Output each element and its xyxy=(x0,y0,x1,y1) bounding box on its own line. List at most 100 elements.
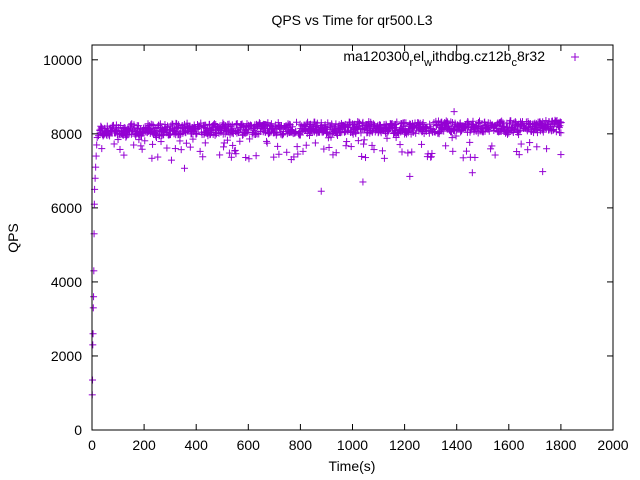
data-point xyxy=(193,129,201,137)
data-point xyxy=(433,122,441,130)
data-point xyxy=(263,137,271,145)
data-point xyxy=(92,163,100,171)
data-point xyxy=(196,147,204,155)
data-point xyxy=(93,141,101,149)
data-point xyxy=(380,154,388,162)
data-point xyxy=(418,140,426,148)
data-point xyxy=(324,119,332,127)
data-point xyxy=(302,141,310,149)
legend-label-part: r xyxy=(410,57,414,69)
data-point xyxy=(383,134,391,142)
data-point xyxy=(293,143,301,151)
x-tick-labels: 0 200 400 600 800 1000 1200 1400 1600 1800 2000 xyxy=(88,437,629,453)
data-point xyxy=(543,145,551,153)
legend: ma120300relwithdbg.cz12bc8r32 xyxy=(343,48,579,69)
data-point xyxy=(515,151,523,159)
x-tick-label: 0 xyxy=(88,437,96,453)
data-point xyxy=(89,330,97,338)
x-tick-label: 1800 xyxy=(545,437,576,453)
data-point xyxy=(358,152,366,160)
chart-title: QPS vs Time for qr500.L3 xyxy=(271,12,432,28)
data-point xyxy=(517,140,525,148)
data-point xyxy=(232,150,240,158)
data-point xyxy=(498,117,506,125)
data-point xyxy=(452,132,460,140)
data-point xyxy=(270,153,278,161)
data-point xyxy=(449,147,457,155)
data-point xyxy=(468,169,476,177)
data-point xyxy=(549,126,557,134)
data-point xyxy=(192,130,200,138)
data-point xyxy=(526,139,534,147)
data-point xyxy=(98,145,106,153)
data-point xyxy=(516,126,524,134)
data-point xyxy=(427,153,435,161)
data-point xyxy=(360,136,368,144)
data-point xyxy=(89,376,97,384)
data-point xyxy=(370,146,378,154)
legend-label-part: ma120300 xyxy=(343,48,409,64)
data-point xyxy=(271,128,279,136)
data-point xyxy=(459,154,467,162)
data-point xyxy=(89,304,97,312)
data-point xyxy=(488,142,496,150)
data-point xyxy=(368,141,376,149)
data-point xyxy=(231,146,239,154)
data-point xyxy=(223,136,231,144)
legend-label-part: w xyxy=(423,57,432,69)
data-point xyxy=(450,108,458,116)
data-points xyxy=(88,108,565,399)
axis-ticks xyxy=(91,45,614,431)
data-point xyxy=(176,137,184,145)
data-point xyxy=(199,153,207,161)
data-point xyxy=(275,150,283,158)
data-point xyxy=(141,137,149,145)
data-point xyxy=(557,151,565,159)
data-point xyxy=(359,178,367,186)
data-point xyxy=(533,143,541,151)
data-point xyxy=(296,120,304,128)
data-point xyxy=(447,118,455,126)
data-point xyxy=(404,149,412,157)
data-point xyxy=(524,146,532,154)
data-point xyxy=(360,125,368,133)
legend-label-part: el xyxy=(413,48,424,64)
x-tick-label: 600 xyxy=(237,437,261,453)
plot-frame xyxy=(91,44,614,431)
data-point xyxy=(225,149,233,157)
x-tick-label: 2000 xyxy=(597,437,628,453)
data-point xyxy=(157,138,165,146)
data-point xyxy=(137,142,145,150)
data-point xyxy=(405,126,413,134)
data-point xyxy=(171,145,179,153)
data-point xyxy=(182,139,190,147)
data-point xyxy=(311,139,319,147)
data-point xyxy=(189,135,197,143)
data-point xyxy=(539,168,547,176)
data-point xyxy=(557,129,565,137)
legend-label-part: ithdbg.cz12b xyxy=(432,48,512,64)
data-point xyxy=(542,117,550,125)
data-point xyxy=(296,131,304,139)
y-tick-label: 2000 xyxy=(51,348,82,364)
data-point xyxy=(347,143,355,151)
data-point xyxy=(169,120,177,128)
data-point xyxy=(90,293,98,301)
data-point xyxy=(148,154,156,162)
data-point xyxy=(135,122,143,130)
data-point xyxy=(154,153,162,161)
legend-label: ma120300relwithdbg.cz12bc8r32 xyxy=(343,48,545,69)
data-point xyxy=(398,148,406,156)
data-point xyxy=(427,153,435,161)
y-tick-label: 10000 xyxy=(43,52,82,68)
data-point xyxy=(471,154,479,162)
data-point xyxy=(229,141,237,149)
data-point xyxy=(332,149,340,157)
data-point xyxy=(326,130,334,138)
data-point xyxy=(90,267,98,275)
data-point xyxy=(491,151,499,159)
y-tick-label: 4000 xyxy=(51,274,82,290)
data-point xyxy=(317,187,325,195)
data-point xyxy=(325,143,333,151)
